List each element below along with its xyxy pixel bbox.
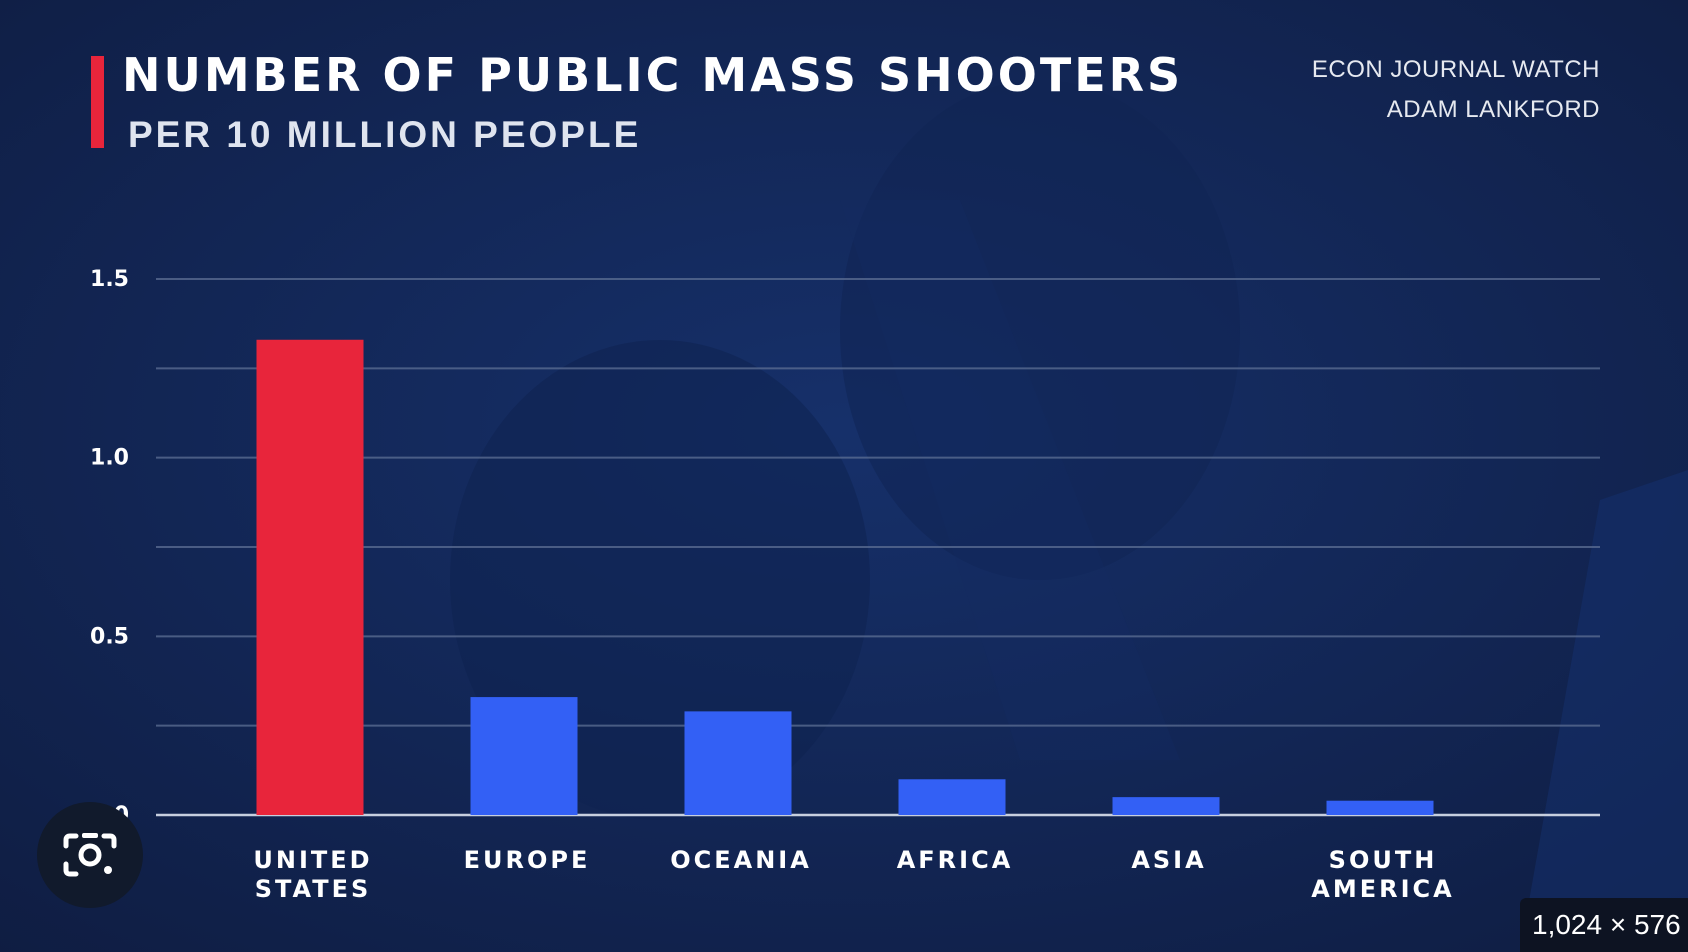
x-tick-label: ASIA xyxy=(1131,846,1206,874)
chart-title: NUMBER OF PUBLIC MASS SHOOTERS xyxy=(122,48,1184,102)
x-tick-label: OCEANIA xyxy=(670,846,812,874)
gridlines xyxy=(156,278,1600,817)
x-tick-label: EUROPE xyxy=(464,846,591,874)
bar-united-states xyxy=(256,339,364,815)
bars xyxy=(256,339,1434,815)
source-credit: ECON JOURNAL WATCH ADAM LANKFORD xyxy=(1312,50,1600,130)
y-tick-label: 0.5 xyxy=(90,624,129,649)
title-accent-bar xyxy=(91,56,104,148)
chart-subtitle: PER 10 MILLION PEOPLE xyxy=(128,114,642,155)
bar-south-america xyxy=(1326,800,1434,815)
y-axis-labels: 00.51.01.5 xyxy=(90,267,129,828)
image-dimensions-badge: 1,024 × 576 xyxy=(1520,898,1688,952)
x-tick-label: STATES xyxy=(255,875,372,903)
bar-oceania xyxy=(684,711,792,815)
y-tick-label: 1.0 xyxy=(90,446,129,471)
visual-search-button[interactable] xyxy=(37,802,143,908)
x-tick-label: AMERICA xyxy=(1311,875,1454,903)
x-tick-label: AFRICA xyxy=(897,846,1014,874)
bar-europe xyxy=(470,697,578,815)
camera-search-icon xyxy=(63,833,117,877)
bar-asia xyxy=(1112,797,1220,815)
y-tick-label: 1.5 xyxy=(90,267,129,292)
x-tick-label: SOUTH xyxy=(1329,846,1438,874)
source-line-1: ECON JOURNAL WATCH xyxy=(1311,56,1600,83)
bar-africa xyxy=(898,779,1006,815)
source-line-2: ADAM LANKFORD xyxy=(1386,96,1600,123)
x-tick-label: UNITED xyxy=(253,846,372,874)
